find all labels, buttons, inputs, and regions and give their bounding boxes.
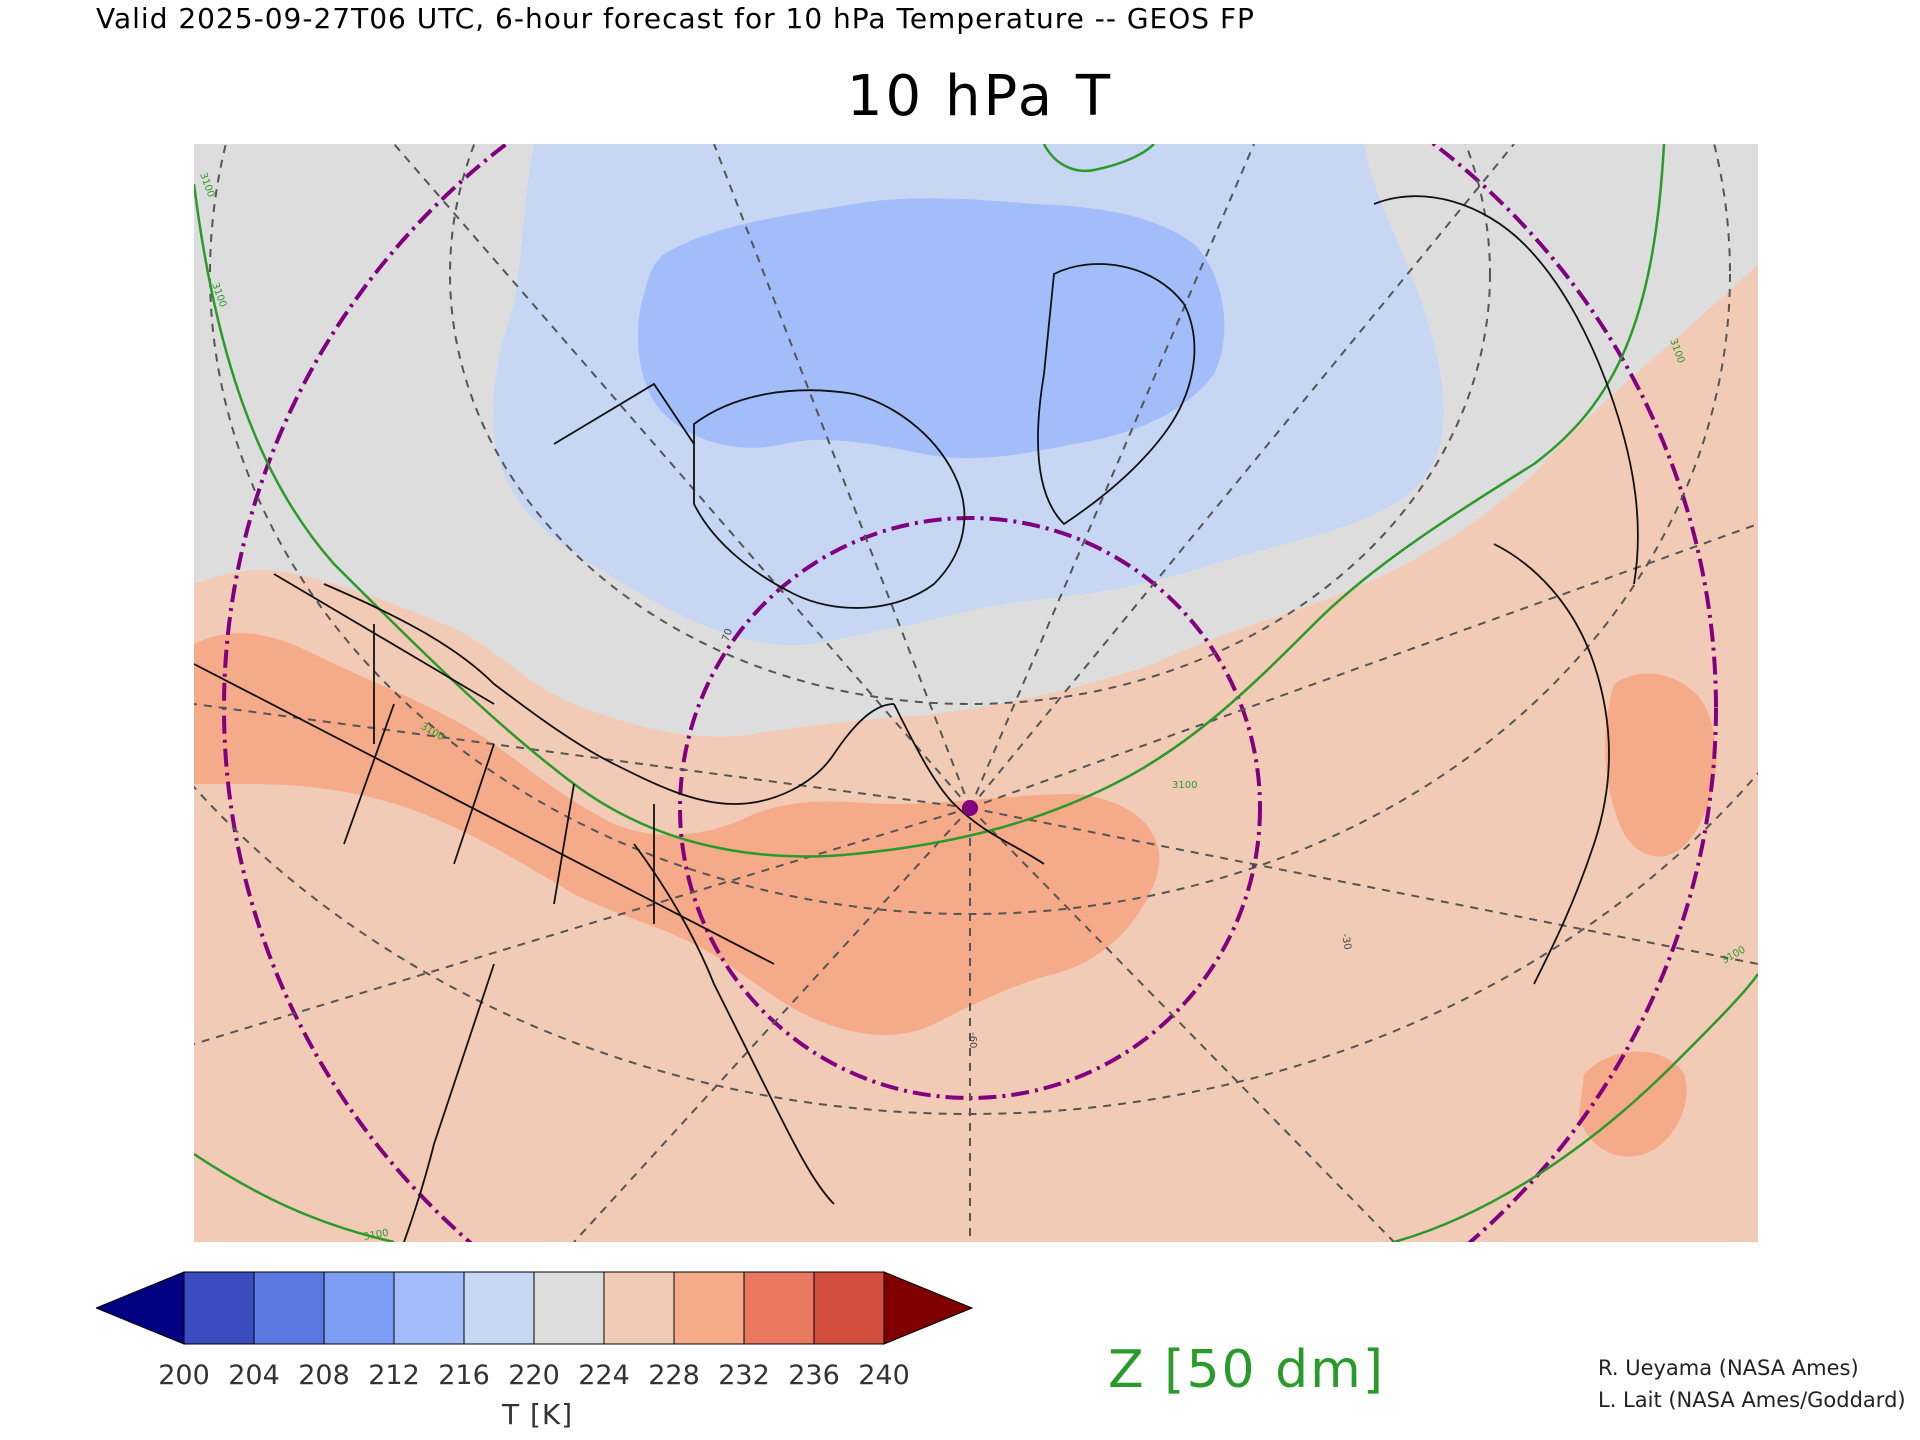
colorbar-cell bbox=[463, 1271, 535, 1345]
contour-label: 3100 bbox=[363, 1228, 390, 1242]
coastline bbox=[323, 583, 895, 805]
colorbar-tick-label: 236 bbox=[788, 1360, 840, 1391]
coastline bbox=[1493, 543, 1610, 985]
colorbar-tick-label: 232 bbox=[718, 1360, 770, 1391]
meridian-line bbox=[573, 807, 971, 1242]
meridian-line bbox=[969, 807, 1395, 1242]
border bbox=[343, 703, 655, 924]
contour-label: 3100 bbox=[1172, 780, 1197, 791]
colorbar-cell bbox=[603, 1271, 675, 1345]
coastline bbox=[633, 843, 835, 1205]
colorbar-cell bbox=[323, 1271, 395, 1345]
temperature-colorbar bbox=[96, 1271, 974, 1345]
coastline bbox=[693, 389, 966, 609]
parallel-line bbox=[449, 144, 1491, 705]
credits: R. Ueyama (NASA Ames) L. Lait (NASA Ames… bbox=[1598, 1352, 1906, 1416]
colorbar-units-label: T [K] bbox=[502, 1398, 574, 1431]
colorbar-tick-label: 212 bbox=[368, 1360, 420, 1391]
credit-line: R. Ueyama (NASA Ames) bbox=[1598, 1356, 1859, 1380]
coastline bbox=[893, 703, 1045, 865]
colorbar-cell bbox=[813, 1271, 885, 1345]
colorbar-cell bbox=[253, 1271, 325, 1345]
colorbar-cell bbox=[393, 1271, 465, 1345]
map-title: 10 hPa T bbox=[846, 64, 1114, 129]
height-contour-3100 bbox=[194, 144, 1666, 858]
temperature-map: 3100 3100 3100 3100 3100 3100 3100 -30 -… bbox=[194, 144, 1758, 1242]
colorbar-tick-label: 220 bbox=[508, 1360, 560, 1391]
colorbar-tick-label: 204 bbox=[228, 1360, 280, 1391]
colorbar-tick-label: 200 bbox=[158, 1360, 210, 1391]
meridian-line bbox=[194, 703, 971, 809]
colorbar-tick-label: 224 bbox=[578, 1360, 630, 1391]
graticule-label: -60 bbox=[967, 1032, 978, 1048]
valid-time-header: Valid 2025-09-27T06 UTC, 6-hour forecast… bbox=[96, 2, 1255, 35]
station-marker bbox=[962, 800, 978, 816]
colorbar-cell bbox=[673, 1271, 745, 1345]
temperature-field-228-east bbox=[1605, 673, 1717, 857]
colorbar-tick-label: 216 bbox=[438, 1360, 490, 1391]
height-contour-3100-south bbox=[194, 973, 1758, 1242]
meridian-line bbox=[393, 144, 971, 809]
height-contour-3100-greenland bbox=[1042, 144, 1155, 173]
colorbar-overflow-arrow bbox=[883, 1271, 974, 1345]
temperature-field-212 bbox=[638, 198, 1225, 459]
contour-legend-label: Z [50 dm] bbox=[1108, 1340, 1386, 1400]
parallel-line bbox=[209, 144, 1731, 915]
coastline bbox=[1037, 263, 1196, 526]
meridian-line bbox=[194, 807, 971, 1045]
colorbar-cell bbox=[183, 1271, 255, 1345]
colorbar-tick-label: 208 bbox=[298, 1360, 350, 1391]
graticule-label: 70 bbox=[720, 627, 735, 643]
meridian-line bbox=[969, 523, 1758, 809]
temperature-field-228-band bbox=[194, 633, 1160, 1035]
graticule-label: -30 bbox=[1339, 933, 1353, 951]
meridian-line bbox=[969, 144, 1255, 809]
coastline bbox=[403, 963, 495, 1242]
colorbar-tick-label: 240 bbox=[858, 1360, 910, 1391]
colorbar-tick-label: 228 bbox=[648, 1360, 700, 1391]
coastline bbox=[1373, 195, 1639, 585]
border bbox=[194, 382, 775, 965]
colorbar-cell bbox=[533, 1271, 605, 1345]
colorbar-cell bbox=[743, 1271, 815, 1345]
colorbar-underflow-arrow bbox=[96, 1271, 185, 1345]
credit-line: L. Lait (NASA Ames/Goddard) bbox=[1598, 1388, 1906, 1412]
parallel-line bbox=[194, 771, 1758, 1115]
colorbar-tick-labels: 200 204 208 212 216 220 224 228 232 236 240 bbox=[0, 1360, 1100, 1400]
